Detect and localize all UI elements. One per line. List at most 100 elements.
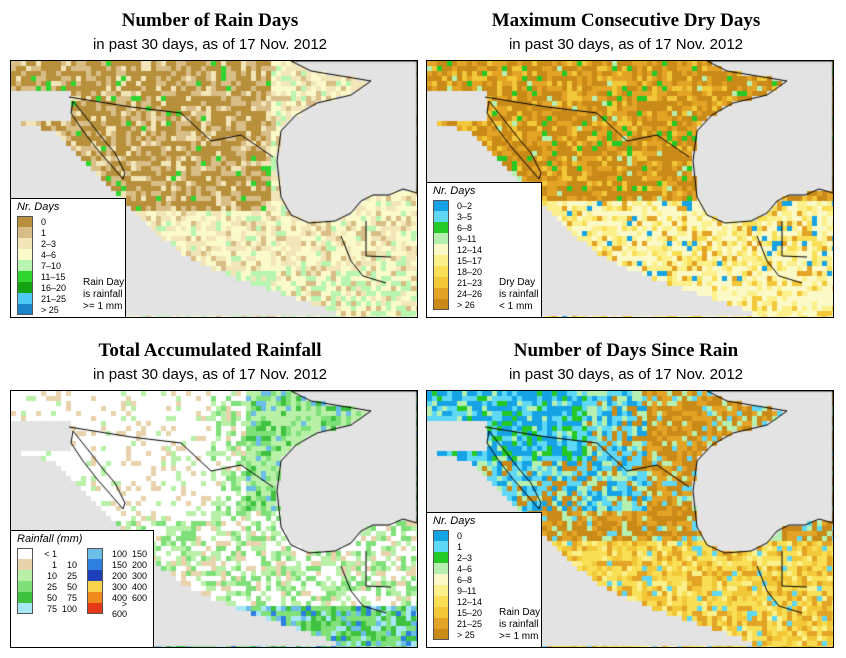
legend-swatch xyxy=(17,603,33,614)
legend-row: 4–6 xyxy=(17,249,125,260)
legend-row: 24–26 xyxy=(433,288,541,299)
note-line: >= 1 mm xyxy=(83,301,123,312)
legend-title: Nr. Days xyxy=(433,515,476,527)
legend-swatch xyxy=(433,596,449,607)
legend-title: Nr. Days xyxy=(17,201,60,213)
legend-label: 75 100 xyxy=(46,603,77,614)
legend-label: > 600 xyxy=(111,598,127,619)
legend-swatch xyxy=(17,260,33,271)
legend-row: 0 xyxy=(433,530,541,541)
legend-swatch xyxy=(433,299,449,310)
legend-label: 1 xyxy=(41,227,47,238)
legend-col-left: < 1 1 10 10 25 25 50 50 75 75 100 xyxy=(17,548,87,614)
legend-title: Rainfall (mm) xyxy=(17,533,83,545)
note-line: is rainfall xyxy=(83,289,123,300)
legend-row: 9–11 xyxy=(433,585,541,596)
legend-label: > 25 xyxy=(41,304,59,315)
legend-row: 12–14 xyxy=(433,596,541,607)
legend-note: Rain Day is rainfall >= 1 mm xyxy=(499,607,540,643)
legend-swatch xyxy=(433,211,449,222)
panel-title: Total Accumulated Rainfall xyxy=(98,340,322,361)
legend-label: 0–2 xyxy=(457,200,473,211)
note-line: Rain Day xyxy=(83,277,125,288)
legend-row: 100 150 xyxy=(87,548,157,559)
legend-row: 1 xyxy=(433,541,541,552)
legend-row: > 25 xyxy=(17,304,125,315)
legend-row: 18–20 xyxy=(433,266,541,277)
legend-row: 300 400 xyxy=(87,581,157,592)
legend-label: 21–25 xyxy=(457,618,483,629)
legend-label: > 26 xyxy=(457,299,475,310)
legend-row: > 25 xyxy=(433,629,541,640)
legend-label: > 25 xyxy=(457,629,475,640)
note-line: Rain Day xyxy=(499,607,541,618)
note-line: is rainfall xyxy=(499,289,539,300)
legend-swatch xyxy=(87,559,103,570)
legend-row: 0 xyxy=(17,216,125,227)
panel-total-rainfall: Total Accumulated Rainfall in past 30 da… xyxy=(0,330,420,658)
legend-swatch xyxy=(17,570,33,581)
legend-row: 0–2 xyxy=(433,200,541,211)
legend-label: 4–6 xyxy=(457,563,473,574)
legend-row: 15–20 xyxy=(433,607,541,618)
legend-row: 25 50 xyxy=(17,581,87,592)
legend-label: 9–11 xyxy=(457,233,477,244)
legend-row: 9–11 xyxy=(433,233,541,244)
legend-rows: 0 1 2–3 4–6 6–8 9–11 12–14 15–20 21–25 > 25 xyxy=(427,530,541,640)
legend-swatch xyxy=(433,574,449,585)
legend-swatch xyxy=(433,552,449,563)
legend-row: 150 200 xyxy=(87,559,157,570)
legend-label: 21–25 xyxy=(41,293,67,304)
legend-row: 11–15 xyxy=(17,271,125,282)
legend-label: < 1 xyxy=(44,548,57,559)
legend-row: 1 10 xyxy=(17,559,87,570)
legend-row: > 26 xyxy=(433,299,541,310)
legend: Nr. Days 0–2 3–5 6–8 9–11 12–14 15–17 18–20 21–… xyxy=(427,182,542,317)
map-total-rainfall: Rainfall (mm) < 1 1 10 10 25 25 50 50 75 75 100 10… xyxy=(10,390,418,648)
legend-row: 6–8 xyxy=(433,222,541,233)
legend: Rainfall (mm) < 1 1 10 10 25 25 50 50 75 75 100 10… xyxy=(11,530,154,647)
legend-label: 6–8 xyxy=(457,222,473,233)
legend-swatch xyxy=(433,288,449,299)
legend-row: 1 xyxy=(17,227,125,238)
legend-swatch xyxy=(433,618,449,629)
legend-label: 50 75 xyxy=(46,592,77,603)
legend-note: Rain Day is rainfall >= 1 mm xyxy=(83,277,124,313)
legend-swatch xyxy=(433,255,449,266)
legend-swatch xyxy=(433,629,449,640)
legend-swatch xyxy=(87,581,103,592)
legend-label: 9–11 xyxy=(457,585,477,596)
legend-row: 2–3 xyxy=(17,238,125,249)
legend-swatch xyxy=(87,548,103,559)
legend-swatch xyxy=(17,282,33,293)
legend-swatch xyxy=(433,233,449,244)
legend-swatch xyxy=(17,293,33,304)
legend-row: 12–14 xyxy=(433,244,541,255)
legend-swatch xyxy=(433,563,449,574)
legend: Nr. Days 0 1 2–3 4–6 7–10 11–15 16–20 21–25 > 25… xyxy=(11,198,126,317)
legend-label: 10 25 xyxy=(46,570,77,581)
legend-row: 16–20 xyxy=(17,282,125,293)
panel-subtitle: in past 30 days, as of 17 Nov. 2012 xyxy=(92,36,328,53)
legend-label: 1 xyxy=(457,541,463,552)
legend-swatch xyxy=(17,238,33,249)
legend-swatch xyxy=(17,548,33,559)
legend-swatch xyxy=(433,607,449,618)
legend-row: 21–23 xyxy=(433,277,541,288)
panel-subtitle: in past 30 days, as of 17 Nov. 2012 xyxy=(92,366,328,383)
legend-row: < 1 xyxy=(17,548,87,559)
legend-label: 12–14 xyxy=(457,244,483,255)
legend-row: 200 300 xyxy=(87,570,157,581)
legend-row: 2–3 xyxy=(433,552,541,563)
legend-row: 7–10 xyxy=(17,260,125,271)
legend-label: 15–20 xyxy=(457,607,483,618)
legend-label: 7–10 xyxy=(41,260,62,271)
note-line: Dry Day xyxy=(499,277,536,288)
map-days-since-rain: Nr. Days 0 1 2–3 4–6 6–8 9–11 12–14 15–20 21–25 >… xyxy=(426,390,834,648)
legend-title: Nr. Days xyxy=(433,185,476,197)
legend-swatch xyxy=(433,222,449,233)
legend-swatch xyxy=(433,277,449,288)
legend-swatch xyxy=(87,570,103,581)
legend-rows: 0–2 3–5 6–8 9–11 12–14 15–17 18–20 21–23 24–26 > … xyxy=(427,200,541,310)
legend-label: 2–3 xyxy=(457,552,473,563)
